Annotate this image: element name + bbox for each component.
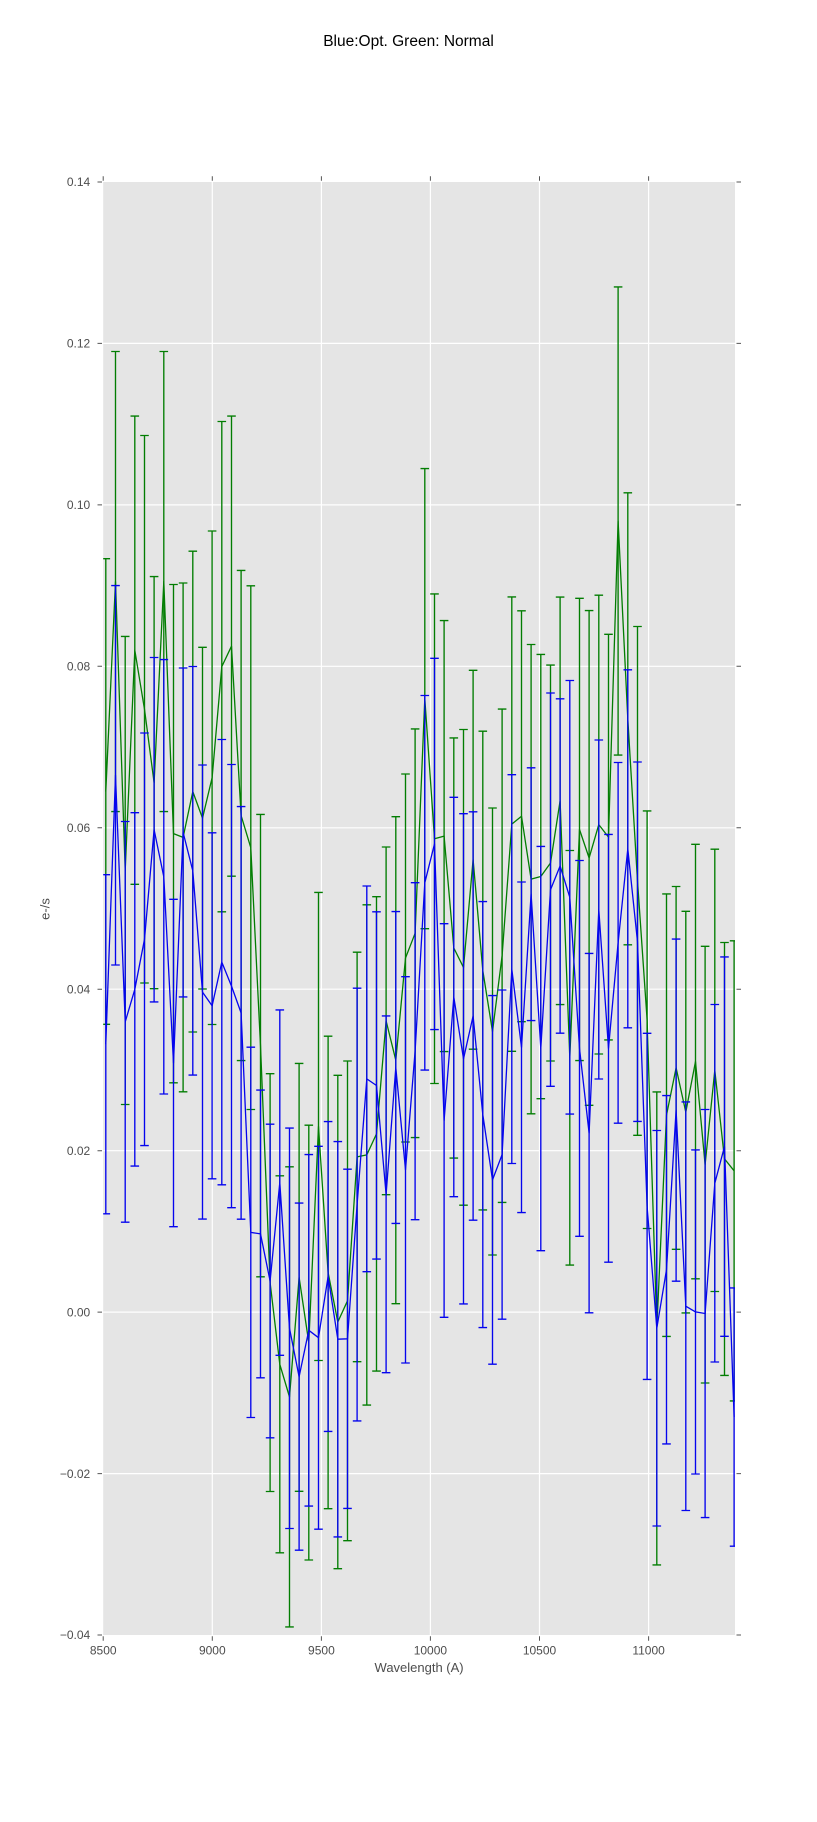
svg-text:Blue:Opt. Green: Normal: Blue:Opt. Green: Normal	[323, 33, 494, 50]
svg-text:9500: 9500	[308, 1644, 335, 1658]
svg-text:0.02: 0.02	[67, 1144, 91, 1158]
svg-text:0.04: 0.04	[67, 982, 91, 996]
svg-text:0.06: 0.06	[67, 821, 91, 835]
svg-text:8500: 8500	[90, 1644, 117, 1658]
svg-text:0.14: 0.14	[67, 175, 91, 189]
svg-text:11000: 11000	[632, 1644, 665, 1658]
svg-text:0.10: 0.10	[67, 498, 91, 512]
svg-text:−0.04: −0.04	[60, 1628, 91, 1642]
svg-text:10500: 10500	[523, 1644, 557, 1658]
svg-text:e-/s: e-/s	[38, 898, 53, 920]
svg-text:0.12: 0.12	[67, 337, 91, 351]
svg-text:−0.02: −0.02	[60, 1467, 91, 1481]
svg-text:10000: 10000	[414, 1644, 448, 1658]
svg-text:9000: 9000	[199, 1644, 226, 1658]
svg-text:0.08: 0.08	[67, 660, 91, 674]
svg-text:Wavelength (A): Wavelength (A)	[375, 1660, 464, 1675]
svg-text:0.00: 0.00	[67, 1305, 91, 1319]
